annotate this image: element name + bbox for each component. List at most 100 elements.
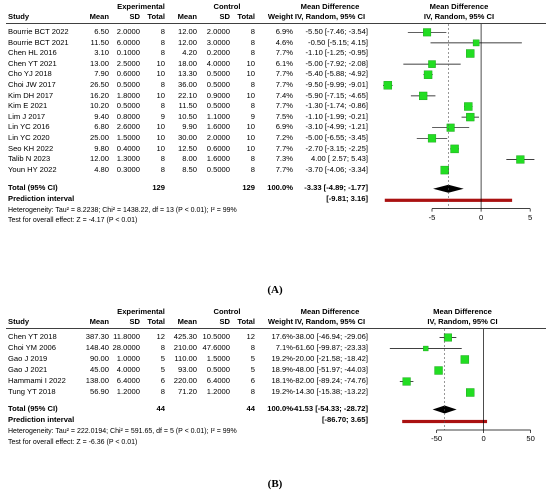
exp-total: 10 (156, 69, 165, 79)
prediction-label: Prediction interval (8, 415, 75, 424)
ctrl-mean: 9.90 (182, 122, 197, 132)
exp-sd: 1.2000 (116, 387, 140, 396)
ctrl-sd: 0.9000 (206, 90, 230, 100)
study-weight: 7.7% (275, 101, 293, 111)
header-weight: Weight (267, 317, 293, 326)
ctrl-mean: 8.00 (182, 154, 197, 164)
total-label: Total (95% CI) (8, 404, 58, 413)
header-control: Control (213, 307, 241, 316)
ctrl-mean: 210.00 (173, 343, 197, 352)
exp-sd: 6.0000 (116, 37, 140, 47)
exp-total: 10 (156, 58, 165, 68)
ctrl-total: 12 (246, 332, 255, 341)
study-name: Lim J 2017 (8, 111, 46, 121)
study-name: Youn HY 2022 (8, 164, 57, 174)
study-box (516, 155, 525, 164)
study-box (466, 388, 475, 397)
total-weight: 100.0% (267, 183, 293, 193)
ctrl-sd: 3.0000 (206, 37, 230, 47)
header-e-sd: SD (129, 12, 140, 21)
header-e-mean: Mean (89, 12, 109, 21)
study-weight: 7.7% (275, 164, 293, 174)
ctrl-sd: 6.4000 (206, 376, 230, 385)
prediction-label: Prediction interval (8, 194, 75, 203)
exp-sd: 11.8000 (113, 332, 140, 341)
ctrl-total: 10 (246, 58, 255, 68)
header-md-sub-left: IV, Random, 95% CI (294, 12, 366, 21)
study-ci-text: 4.00 [ 2.57; 5.43] (311, 154, 368, 164)
study-weight: 7.2% (275, 133, 293, 142)
study-ci-text: -2.70 [-3.15; -2.25] (305, 143, 368, 153)
ctrl-total: 10 (246, 143, 255, 153)
total-ci-text: -3.33 [-4.89; -1.77] (304, 183, 368, 193)
exp-mean: 12.00 (89, 154, 109, 164)
ctrl-sd: 10.5000 (202, 332, 230, 341)
exp-total: 8 (160, 154, 165, 164)
exp-total: 10 (156, 143, 165, 153)
ctrl-total: 8 (250, 343, 255, 352)
ctrl-sd: 47.6000 (202, 343, 230, 352)
ctrl-mean: 110.00 (174, 354, 197, 363)
exp-sd: 1.8000 (116, 90, 140, 100)
header-study: Study (8, 12, 30, 21)
study-ci-text: -82.00 [-89.24; -74.76] (292, 376, 368, 385)
overall-effect-text: Test for overall effect: Z = -4.17 (P < … (8, 217, 138, 225)
header-c-total: Total (237, 317, 255, 326)
ctrl-sd: 1.2000 (206, 387, 230, 396)
header-md-left: Mean Difference (300, 307, 360, 316)
study-name: Lin YC 2020 (8, 133, 50, 142)
study-name: Bourrie BCT 2022 (8, 27, 69, 36)
ctrl-total: 8 (250, 80, 255, 89)
study-box (423, 345, 429, 352)
exp-mean: 7.90 (94, 69, 109, 79)
exp-mean: 13.00 (89, 58, 109, 68)
exp-mean: 9.80 (94, 143, 109, 153)
ctrl-mean: 36.00 (177, 80, 197, 89)
exp-sd: 0.1000 (116, 48, 140, 58)
study-ci-text: -3.70 [-4.06; -3.34] (305, 164, 368, 174)
ctrl-mean: 93.00 (177, 365, 197, 374)
exp-sd: 0.5000 (116, 80, 140, 89)
study-box (440, 165, 449, 175)
header-study: Study (8, 317, 30, 326)
ctrl-mean: 71.20 (177, 387, 197, 396)
study-name: Chen HL 2016 (8, 48, 57, 58)
panel-label-a: (A) (267, 284, 283, 296)
study-name: Talib N 2023 (8, 154, 51, 164)
x-tick-label: 50 (526, 434, 535, 443)
ctrl-mean: 11.50 (178, 101, 197, 111)
header-c-sd: SD (219, 12, 230, 21)
ctrl-total: 8 (250, 37, 255, 47)
ctrl-sd: 0.5000 (206, 80, 230, 89)
exp-sd: 0.8000 (116, 111, 140, 121)
panel-label-b: (B) (267, 478, 283, 490)
x-tick-label: 0 (481, 434, 486, 443)
total-label: Total (95% CI) (8, 183, 58, 193)
study-weight: 19.2% (271, 387, 293, 396)
study-weight: 7.5% (275, 111, 293, 121)
exp-sd: 28.0000 (112, 343, 140, 352)
exp-sd: 2.5000 (116, 58, 140, 68)
ctrl-total: 5 (250, 354, 255, 363)
study-box (472, 39, 480, 47)
forest-plot-a: Experimental Control Mean Difference Mean D… (6, 2, 546, 225)
header-c-mean: Mean (177, 12, 197, 21)
study-name: Gao J 2019 (8, 354, 48, 363)
exp-sd: 1.3000 (116, 154, 140, 164)
exp-mean: 45.00 (89, 365, 109, 374)
exp-sd: 4.0000 (116, 365, 140, 374)
exp-mean: 56.90 (89, 387, 109, 396)
ctrl-total: 10 (246, 69, 255, 79)
study-box (450, 144, 459, 154)
study-weight: 6.9% (275, 27, 293, 36)
study-name: Choi YM 2006 (8, 343, 56, 352)
total-exp: 129 (152, 183, 165, 193)
study-name: Gao J 2021 (8, 365, 48, 374)
header-c-total: Total (237, 12, 255, 21)
ctrl-mean: 12.50 (177, 143, 197, 153)
header-experimental: Experimental (117, 307, 165, 316)
study-weight: 7.3% (275, 154, 293, 164)
study-ci-text: -48.00 [-51.97; -44.03] (292, 365, 368, 374)
exp-mean: 26.50 (89, 80, 109, 89)
ctrl-total: 8 (250, 164, 255, 174)
